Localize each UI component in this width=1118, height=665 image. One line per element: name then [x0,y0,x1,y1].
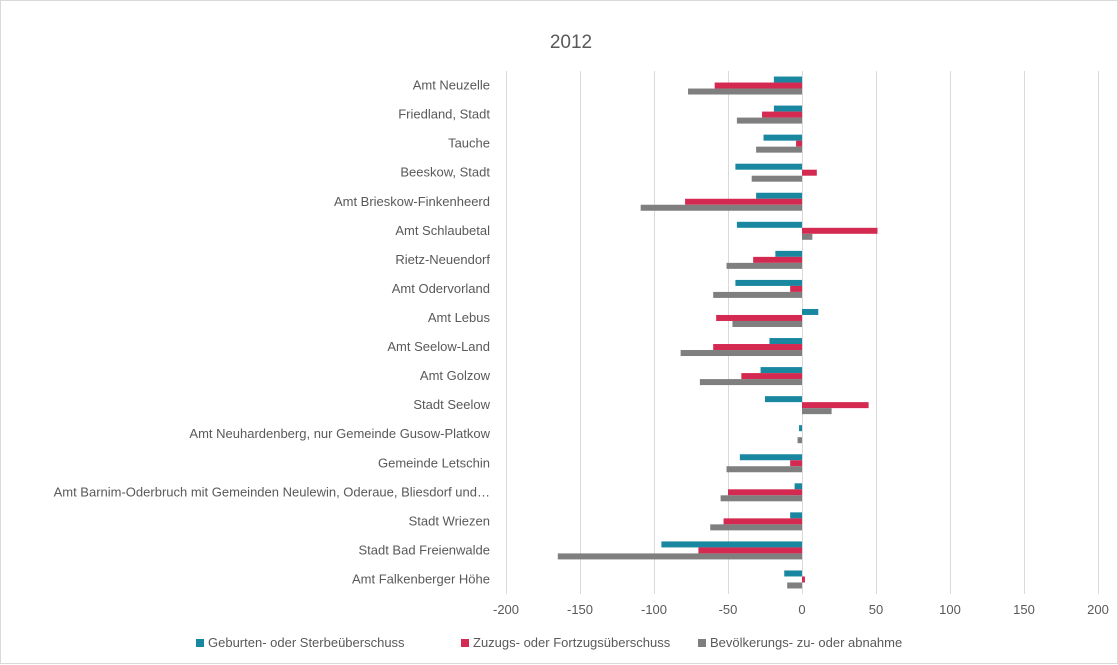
category-label: Amt Neuzelle [413,78,490,93]
bar [802,408,832,415]
bar [802,576,805,583]
bar [726,466,802,473]
bar [802,233,813,240]
bar [720,495,802,502]
bar [739,454,802,461]
legend-label: Geburten- oder Sterbeüberschuss [208,635,405,650]
bar [713,344,802,351]
category-label: Amt Lebus [428,310,491,325]
category-label: Amt Golzow [420,368,491,383]
x-tick-label: -100 [641,602,667,617]
category-label: Amt Falkenberger Höhe [352,571,490,586]
category-label: Amt Brieskow-Finkenheerd [334,194,490,209]
x-tick-label: 100 [939,602,961,617]
x-tick-label: 150 [1013,602,1035,617]
legend-swatch [461,639,469,647]
category-label: Tauche [448,136,490,151]
category-label: Stadt Bad Freienwalde [358,542,490,557]
legend-label: Bevölkerungs- zu- oder abnahme [710,635,902,650]
bar [751,175,802,182]
bar [736,221,802,228]
bar [699,379,802,386]
x-tick-label: -200 [493,602,519,617]
bar [787,582,802,589]
category-label: Friedland, Stadt [398,107,490,122]
bar [763,134,802,141]
bar [794,483,802,490]
bar [756,192,802,199]
bar [796,140,802,147]
bar [775,250,802,257]
category-label: Amt Neuhardenberg, nur Gemeinde Gusow-Pl… [189,426,490,441]
category-label: Amt Odervorland [392,281,490,296]
bar [680,350,802,357]
bar [728,489,802,496]
bar [640,204,802,211]
x-tick-label: -150 [567,602,593,617]
x-tick-label: 0 [798,602,805,617]
bar [741,373,802,380]
x-tick-labels: -200 -150 -100 -50 0 50 100 150 200 [493,602,1109,617]
category-label: Stadt Wriezen [409,513,490,528]
bar [736,117,802,124]
bar [799,425,802,432]
category-label: Stadt Seelow [413,397,490,412]
bar [714,82,802,89]
bar [790,512,802,519]
bar [802,308,819,315]
bar [784,570,802,577]
bar [760,367,802,374]
bar [685,198,802,205]
bar [802,402,869,409]
bars [557,76,878,589]
bar [753,256,802,263]
chart-title: 2012 [550,32,592,53]
x-tick-label: 200 [1087,602,1109,617]
bar [732,320,802,327]
bar [773,76,802,83]
legend-label: Zuzugs- oder Fortzugsüberschuss [473,635,671,650]
category-label: Amt Barnim-Oderbruch mit Gemeinden Neule… [54,484,490,499]
bar [765,396,802,403]
bar [688,88,802,95]
category-label: Amt Schlaubetal [395,223,490,238]
bar [723,518,802,525]
legend: Geburten- oder Sterbeüberschuss Zuzugs- o… [196,635,902,650]
bar [773,105,802,112]
bar [802,227,878,234]
bar [716,314,802,321]
x-tick-label: -50 [719,602,738,617]
bar [790,460,802,467]
bar [713,291,802,298]
bar [762,111,802,118]
bar [797,437,802,444]
bar [698,547,802,554]
bar [726,262,802,269]
bar [735,279,802,286]
bar [802,169,817,176]
x-tick-label: 50 [869,602,883,617]
legend-swatch [698,639,706,647]
gridlines [506,71,1099,594]
category-label: Beeskow, Stadt [400,165,490,180]
legend-swatch [196,639,204,647]
category-label: Rietz-Neuendorf [395,252,490,267]
bar [661,541,802,548]
category-labels: Amt Neuzelle Friedland, Stadt Tauche Beesko… [54,78,491,587]
category-label: Amt Seelow-Land [387,339,490,354]
category-label: Gemeinde Letschin [378,455,490,470]
bar [735,163,802,170]
bar [756,146,802,153]
bar [710,524,802,531]
bar [790,285,802,292]
bar [769,338,802,345]
bar [557,553,802,560]
